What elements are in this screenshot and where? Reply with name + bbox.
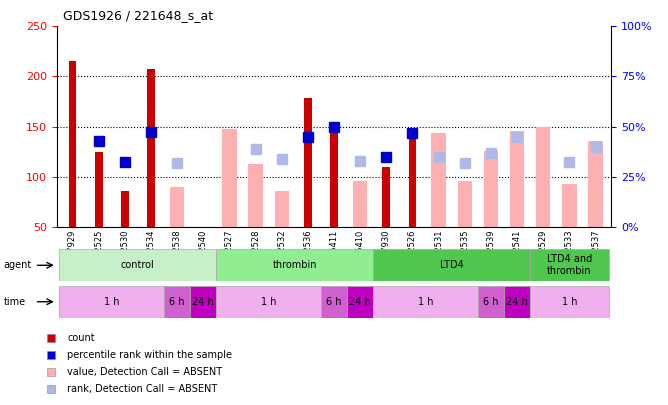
Bar xyxy=(147,69,155,227)
Bar xyxy=(382,167,390,227)
Text: 1 h: 1 h xyxy=(562,297,577,307)
Bar xyxy=(216,286,321,318)
Text: 24 h: 24 h xyxy=(192,297,214,307)
Text: 24 h: 24 h xyxy=(506,297,528,307)
Bar xyxy=(59,249,216,281)
Bar xyxy=(373,249,530,281)
Bar xyxy=(164,286,190,318)
Text: 24 h: 24 h xyxy=(349,297,371,307)
Bar xyxy=(95,151,103,227)
Bar xyxy=(536,126,550,227)
Text: count: count xyxy=(67,333,95,343)
Text: 1 h: 1 h xyxy=(261,297,277,307)
Bar xyxy=(432,132,446,227)
Text: 1 h: 1 h xyxy=(104,297,120,307)
Text: control: control xyxy=(121,260,155,270)
Bar xyxy=(409,136,416,227)
Bar xyxy=(170,187,184,227)
Bar xyxy=(458,181,472,227)
Text: thrombin: thrombin xyxy=(273,260,317,270)
Bar xyxy=(222,128,236,227)
Bar xyxy=(275,191,289,227)
Text: 6 h: 6 h xyxy=(326,297,342,307)
Bar xyxy=(59,286,164,318)
Bar xyxy=(321,286,347,318)
Bar xyxy=(330,126,338,227)
Bar xyxy=(121,191,129,227)
Bar xyxy=(304,98,312,227)
Bar xyxy=(562,184,576,227)
Bar xyxy=(353,181,367,227)
Text: 1 h: 1 h xyxy=(418,297,434,307)
Bar xyxy=(69,62,76,227)
Bar xyxy=(373,286,478,318)
Bar xyxy=(216,249,373,281)
Bar xyxy=(530,286,609,318)
Bar xyxy=(248,164,263,227)
Bar xyxy=(589,141,603,227)
Text: 6 h: 6 h xyxy=(169,297,185,307)
Text: value, Detection Call = ABSENT: value, Detection Call = ABSENT xyxy=(67,367,222,377)
Bar xyxy=(190,286,216,318)
Bar xyxy=(484,151,498,227)
Text: LTD4 and
thrombin: LTD4 and thrombin xyxy=(546,254,592,276)
Text: GDS1926 / 221648_s_at: GDS1926 / 221648_s_at xyxy=(63,9,214,22)
Text: time: time xyxy=(3,297,25,307)
Text: agent: agent xyxy=(3,260,31,270)
Bar xyxy=(504,286,530,318)
Text: rank, Detection Call = ABSENT: rank, Detection Call = ABSENT xyxy=(67,384,218,394)
Text: 6 h: 6 h xyxy=(483,297,499,307)
Bar xyxy=(510,130,524,227)
Text: percentile rank within the sample: percentile rank within the sample xyxy=(67,350,232,360)
Text: LTD4: LTD4 xyxy=(440,260,464,270)
Bar xyxy=(478,286,504,318)
Bar xyxy=(530,249,609,281)
Bar xyxy=(347,286,373,318)
